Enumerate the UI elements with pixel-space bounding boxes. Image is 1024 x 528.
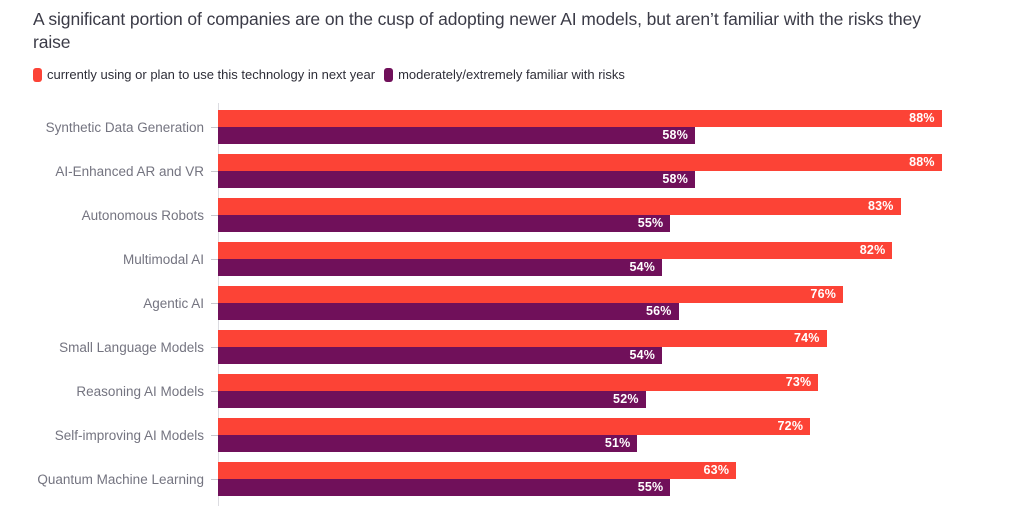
adoption-bar: 83% — [218, 198, 901, 215]
risk-familiarity-bar: 55% — [218, 215, 671, 232]
adoption-bar: 72% — [218, 418, 811, 435]
bar-group: 88% 58% — [218, 154, 1024, 188]
chart-row: Reasoning AI Models 73% 52% — [0, 374, 1024, 408]
bar-value-label: 55% — [637, 480, 664, 494]
bar-value-label: 73% — [785, 375, 812, 389]
chart-rows: Synthetic Data Generation 88% 58% AI-Enhanc… — [0, 110, 1024, 496]
bar-group: 83% 55% — [218, 198, 1024, 232]
bar-value-label: 56% — [645, 304, 672, 318]
bar-group: 82% 54% — [218, 242, 1024, 276]
adoption-bar: 63% — [218, 462, 737, 479]
category-label: Synthetic Data Generation — [45, 119, 204, 135]
axis-tick-icon — [211, 390, 218, 392]
category-label: Self-improving AI Models — [54, 427, 204, 443]
risk-familiarity-bar: 58% — [218, 171, 696, 188]
bar-value-label: 83% — [868, 199, 894, 213]
bar-group: 76% 56% — [218, 286, 1024, 320]
bar-value-label: 51% — [604, 436, 631, 450]
legend-item-risk-familiarity: moderately/extremely familiar with risks — [384, 67, 625, 82]
category-label: Agentic AI — [143, 295, 204, 311]
axis-tick-icon — [211, 302, 218, 304]
adoption-series-label: currently using or plan to use this tech… — [47, 67, 376, 82]
risk-familiarity-bar: 52% — [218, 391, 646, 408]
bar-chart: Synthetic Data Generation 88% 58% AI-Enhanc… — [0, 103, 1024, 506]
bar-group: 63% 55% — [218, 462, 1024, 496]
adoption-series-swatch-icon — [33, 67, 42, 82]
bar-value-label: 52% — [613, 392, 639, 406]
chart-row: Self-improving AI Models 72% 51% — [0, 418, 1024, 452]
category-label: Small Language Models — [59, 339, 204, 355]
adoption-bar: 76% — [218, 286, 844, 303]
risk-familiarity-bar: 54% — [218, 259, 663, 276]
risk-series-swatch-icon — [384, 67, 394, 82]
bar-value-label: 58% — [662, 128, 689, 142]
bar-group: 74% 54% — [218, 330, 1024, 364]
bar-group: 72% 51% — [218, 418, 1024, 452]
bar-value-label: 54% — [629, 260, 656, 274]
chart-row: AI-Enhanced AR and VR 88% 58% — [0, 154, 1024, 188]
chart-row: Agentic AI 76% 56% — [0, 286, 1024, 320]
axis-tick-icon — [211, 214, 218, 216]
adoption-bar: 73% — [218, 374, 819, 391]
bar-value-label: 72% — [777, 419, 804, 433]
chart-row: Quantum Machine Learning 63% 55% — [0, 462, 1024, 496]
category-label: Autonomous Robots — [81, 207, 204, 223]
risk-familiarity-bar: 51% — [218, 435, 638, 452]
legend: currently using or plan to use this tech… — [33, 67, 625, 82]
bar-value-label: 82% — [859, 243, 886, 257]
bar-group: 73% 52% — [218, 374, 1024, 408]
category-label: Multimodal AI — [122, 251, 204, 267]
risk-familiarity-bar: 54% — [218, 347, 663, 364]
category-label: Quantum Machine Learning — [37, 471, 204, 487]
chart-title: A significant portion of companies are o… — [33, 9, 921, 53]
legend-item-adoption: currently using or plan to use this tech… — [33, 67, 375, 82]
chart-row: Synthetic Data Generation 88% 58% — [0, 110, 1024, 144]
adoption-bar: 88% — [218, 110, 942, 127]
bar-value-label: 88% — [909, 111, 935, 125]
bar-group: 88% 58% — [218, 110, 1024, 144]
chart-row: Small Language Models 74% 54% — [0, 330, 1024, 364]
axis-tick-icon — [211, 434, 218, 436]
axis-tick-icon — [211, 258, 218, 260]
axis-tick-icon — [211, 170, 218, 172]
axis-tick-icon — [211, 346, 218, 348]
bar-value-label: 76% — [810, 287, 837, 301]
risk-series-label: moderately/extremely familiar with risks — [398, 67, 625, 82]
bar-value-label: 58% — [662, 172, 689, 186]
bar-value-label: 74% — [793, 331, 820, 345]
bar-value-label: 54% — [629, 348, 656, 362]
category-label: Reasoning AI Models — [76, 383, 204, 399]
chart-row: Multimodal AI 82% 54% — [0, 242, 1024, 276]
adoption-bar: 74% — [218, 330, 827, 347]
axis-tick-icon — [211, 478, 218, 480]
axis-tick-icon — [211, 126, 218, 128]
adoption-bar: 82% — [218, 242, 893, 259]
risk-familiarity-bar: 56% — [218, 303, 679, 320]
bar-value-label: 63% — [703, 463, 730, 477]
bar-value-label: 88% — [909, 155, 935, 169]
risk-familiarity-bar: 58% — [218, 127, 696, 144]
chart-row: Autonomous Robots 83% 55% — [0, 198, 1024, 232]
risk-familiarity-bar: 55% — [218, 479, 671, 496]
bar-value-label: 55% — [637, 216, 664, 230]
category-label: AI-Enhanced AR and VR — [55, 163, 204, 179]
adoption-bar: 88% — [218, 154, 942, 171]
